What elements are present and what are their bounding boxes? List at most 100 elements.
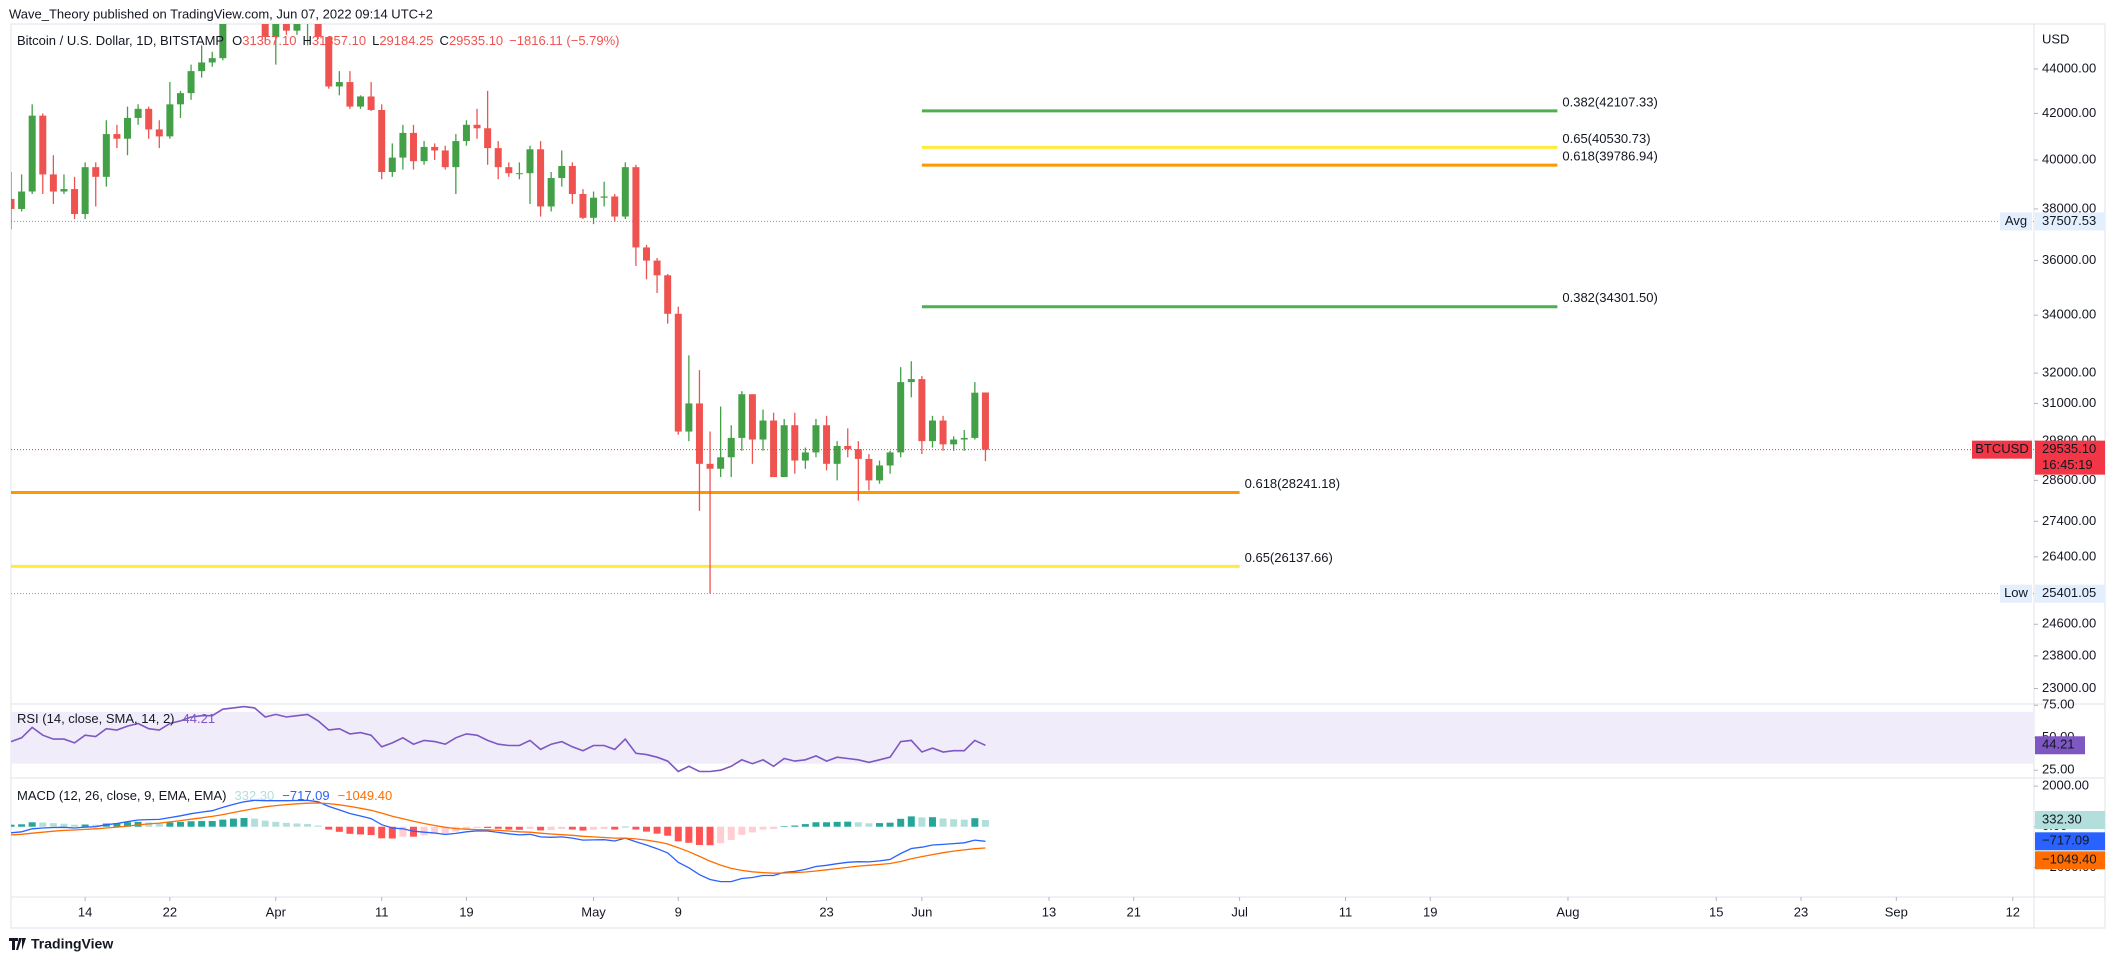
candle-body: [685, 403, 693, 432]
y-tick-label: 2000.00: [2042, 778, 2089, 793]
x-tick-label: 19: [1423, 904, 1437, 919]
macd-histogram-bar: [653, 826, 661, 834]
macd-histogram-bar: [219, 819, 227, 827]
candle-body: [325, 36, 333, 87]
macd-histogram-bar: [717, 826, 725, 844]
macd-pane: [11, 799, 989, 883]
macd-histogram-bar: [706, 826, 714, 846]
candle-body: [897, 382, 905, 453]
macd-histogram-bar: [367, 826, 375, 836]
candle-body: [717, 457, 725, 469]
macd-histogram-bar: [28, 822, 36, 827]
macd-histogram-bar: [113, 823, 121, 827]
candle-body: [272, 24, 280, 37]
macd-histogram-bar: [823, 822, 831, 827]
macd-histogram-bar: [145, 822, 153, 827]
candle-body: [981, 392, 989, 450]
candle-body: [293, 24, 301, 31]
candle-body: [251, 0, 258, 4]
macd-histogram-bar: [484, 826, 492, 828]
macd-legend: MACD (12, 26, close, 9, EMA, EMA) 332.30−…: [17, 788, 392, 803]
y-tick-label: 27400.00: [2042, 513, 2096, 528]
candle-body: [823, 425, 831, 464]
macd-histogram-bar: [357, 826, 365, 835]
macd-histogram-bar: [282, 822, 290, 827]
x-tick-label: 13: [1042, 904, 1056, 919]
price-line-value: 25401.05: [2042, 585, 2096, 600]
macd-histogram-bar: [981, 819, 989, 827]
macd-histogram-bar: [420, 826, 428, 836]
rsi-badge-value: 44.21: [2042, 737, 2075, 752]
y-tick-label: 28600.00: [2042, 472, 2096, 487]
macd-histogram-bar: [590, 826, 598, 830]
macd-histogram-bar: [293, 823, 301, 827]
candle-body: [515, 173, 523, 175]
macd-histogram-bar: [738, 826, 746, 835]
macd-histogram-bar: [897, 818, 905, 827]
y-tick-label: 44000.00: [2042, 60, 2096, 75]
candle-body: [494, 148, 502, 168]
macd-histogram-bar: [272, 821, 280, 827]
macd-histogram-bar: [727, 826, 735, 840]
candle-body: [367, 96, 375, 110]
macd-badge-value: −717.09: [2042, 833, 2089, 848]
candle-body: [378, 109, 386, 172]
rsi-title: RSI (14, close, SMA, 14, 2): [17, 711, 175, 726]
macd-legend-value: 332.30: [235, 788, 275, 803]
candle-body: [409, 132, 417, 162]
macd-histogram-bar: [558, 826, 566, 829]
x-tick-label: Jul: [1231, 904, 1248, 919]
candle-body: [727, 437, 735, 458]
macd-histogram-bar: [801, 824, 809, 827]
candle-body: [60, 189, 68, 192]
publish-header: Wave_Theory published on TradingView.com…: [9, 6, 433, 21]
y-tick-label: 24600.00: [2042, 616, 2096, 631]
macd-histogram-bar: [49, 823, 57, 827]
last-price-value: 29535.10: [2042, 441, 2096, 456]
symbol-legend: Bitcoin / U.S. Dollar, 1D, BITSTAMP O3135…: [17, 33, 620, 48]
candle-body: [28, 115, 36, 192]
y-tick-label: 23000.00: [2042, 680, 2096, 695]
macd-histogram-bar: [92, 824, 100, 827]
macd-histogram-bar: [526, 826, 534, 829]
candle-body: [208, 58, 216, 63]
macd-histogram-bar: [261, 820, 269, 827]
macd-histogram-bar: [833, 821, 841, 827]
x-tick-label: 19: [459, 904, 473, 919]
y-tick-label: 38000.00: [2042, 200, 2096, 215]
y-tick-label: 26400.00: [2042, 548, 2096, 563]
candle-body: [886, 452, 894, 466]
macd-histogram-bar: [198, 821, 206, 827]
candle-body: [92, 167, 100, 177]
candle-body: [611, 196, 619, 217]
fib-level-label: 0.382(42107.33): [1562, 94, 1657, 109]
candle-body: [39, 115, 47, 175]
candle-body: [674, 313, 682, 432]
candle-body: [706, 463, 714, 469]
macd-histogram-bar: [812, 822, 820, 827]
y-tick-label: 34000.00: [2042, 307, 2096, 322]
candle-body: [907, 379, 915, 383]
macd-badge-value: 332.30: [2042, 811, 2082, 826]
fib-level-label: 0.618(28241.18): [1245, 476, 1340, 491]
price-line-tag: [2000, 584, 2032, 603]
price-line-tag-text: Avg: [2005, 213, 2027, 228]
macd-histogram-bar: [759, 826, 767, 830]
last-price-badge: [2035, 440, 2105, 475]
candle-body: [155, 129, 163, 137]
macd-histogram-bar: [600, 826, 608, 829]
candle-body: [124, 117, 132, 139]
y-tick-label: 40000.00: [2042, 151, 2096, 166]
macd-line: [11, 799, 986, 883]
macd-histogram-bar: [346, 826, 354, 834]
x-tick-label: Aug: [1556, 904, 1579, 919]
last-price-tag: [1972, 440, 2032, 459]
macd-histogram-bar: [314, 825, 322, 827]
candle-body: [346, 82, 354, 107]
macd-histogram-bar: [928, 817, 936, 827]
candle-body: [399, 132, 407, 158]
macd-histogram-bar: [611, 826, 619, 830]
rsi-badge: [2035, 736, 2085, 755]
x-tick-label: Sep: [1885, 904, 1908, 919]
